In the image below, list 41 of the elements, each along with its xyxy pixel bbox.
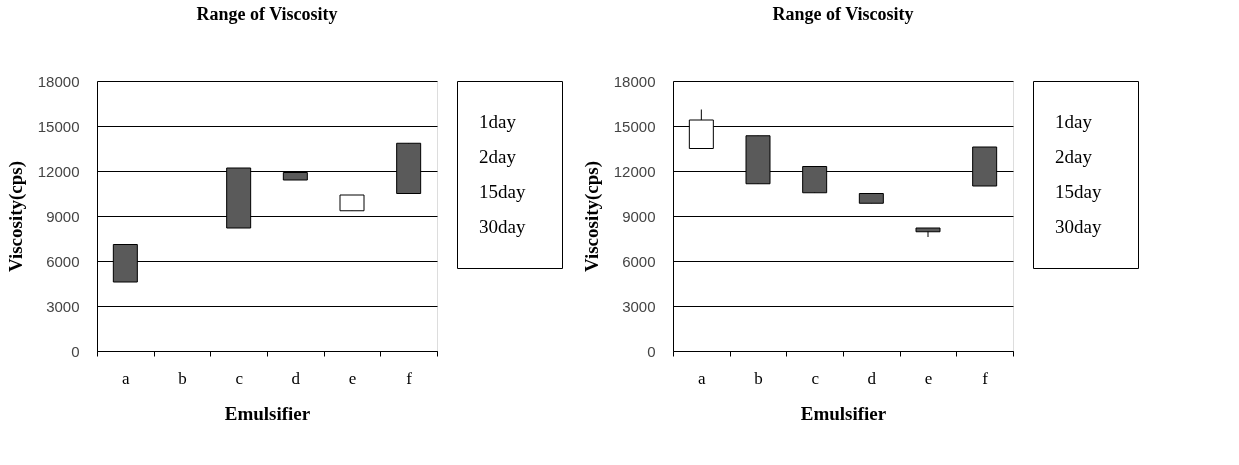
candlestick — [915, 227, 941, 238]
x-tick-label: f — [406, 368, 413, 388]
y-tick-label: 3000 — [46, 297, 80, 315]
text: 1day — [479, 110, 517, 132]
x-tick-label: a — [698, 368, 707, 388]
text: 30day — [479, 216, 526, 238]
y-tick-label: 15000 — [37, 117, 80, 135]
text: 30day — [1055, 216, 1102, 238]
x-tick-label: f — [982, 368, 989, 388]
x-tick-label: b — [754, 368, 763, 388]
y-axis-title: Viscosity(cps) — [4, 160, 27, 273]
x-tick-label: d — [291, 368, 301, 388]
y-tick-label: 12000 — [37, 162, 80, 180]
x-axis-title: Emulsifier — [800, 402, 887, 424]
x-axis-title: Emulsifier — [224, 402, 311, 424]
y-axis-title: Viscosity(cps) — [580, 160, 603, 273]
y-tick-label: 12000 — [613, 162, 656, 180]
x-tick-label: a — [122, 368, 131, 388]
y-tick-label: 3000 — [622, 297, 656, 315]
y-tick-label: 6000 — [622, 252, 656, 270]
chart-title: Range of Viscosity — [196, 4, 338, 24]
text: 15day — [479, 181, 526, 203]
y-tick-label: 18000 — [613, 72, 656, 90]
y-tick-label: 15000 — [613, 117, 656, 135]
y-tick-label: 6000 — [46, 252, 80, 270]
x-tick-label: e — [924, 368, 933, 388]
x-tick-label: c — [811, 368, 820, 388]
y-tick-label: 0 — [647, 342, 656, 360]
text: 2day — [479, 145, 517, 167]
text: 2day — [1055, 145, 1093, 167]
x-tick-label: b — [178, 368, 187, 388]
y-tick-label: 0 — [71, 342, 80, 360]
text: 15day — [1055, 181, 1102, 203]
x-tick-label: e — [348, 368, 357, 388]
x-tick-label: d — [867, 368, 877, 388]
y-tick-label: 18000 — [37, 72, 80, 90]
chart-title: Range of Viscosity — [772, 4, 914, 24]
text: 1day — [1055, 110, 1093, 132]
y-tick-label: 9000 — [622, 207, 656, 225]
x-tick-label: c — [235, 368, 244, 388]
y-tick-label: 9000 — [46, 207, 80, 225]
